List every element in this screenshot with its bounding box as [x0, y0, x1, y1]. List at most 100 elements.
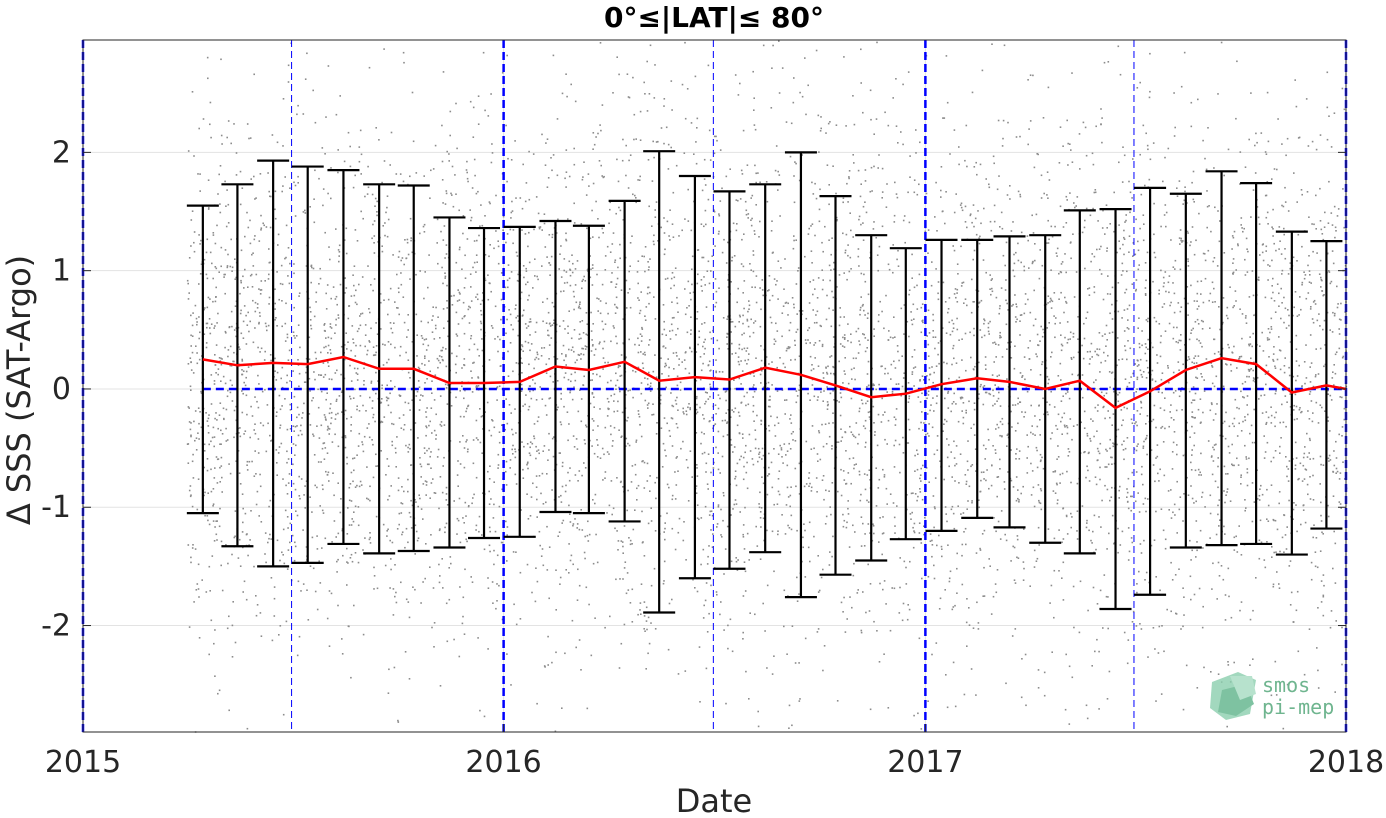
scatter-point: [1331, 377, 1334, 379]
scatter-point: [317, 388, 319, 391]
scatter-point: [350, 500, 353, 502]
scatter-point: [191, 324, 194, 327]
scatter-point: [1285, 425, 1287, 428]
scatter-point: [592, 323, 594, 325]
scatter-point: [1077, 338, 1079, 340]
scatter-point: [415, 172, 418, 174]
scatter-point: [730, 444, 733, 446]
scatter-point: [580, 353, 582, 355]
scatter-point: [1281, 204, 1283, 207]
scatter-point: [1113, 230, 1115, 233]
scatter-point: [852, 524, 854, 527]
scatter-point: [793, 175, 795, 177]
scatter-point: [531, 591, 533, 594]
scatter-point: [685, 459, 688, 461]
scatter-point: [831, 448, 833, 450]
scatter-point: [682, 539, 685, 542]
scatter-point: [546, 569, 549, 571]
scatter-point: [628, 444, 631, 447]
scatter-point: [567, 218, 569, 220]
scatter-point: [742, 265, 745, 268]
scatter-point: [448, 567, 450, 569]
scatter-point: [585, 346, 588, 348]
scatter-point: [1032, 260, 1034, 263]
scatter-point: [1009, 185, 1011, 187]
scatter-point: [458, 291, 461, 294]
scatter-point: [218, 357, 221, 359]
scatter-point: [672, 236, 675, 238]
scatter-point: [416, 355, 418, 357]
scatter-point: [345, 252, 348, 255]
scatter-point: [1059, 271, 1062, 273]
scatter-point: [690, 329, 692, 331]
scatter-point: [206, 469, 209, 472]
scatter-point: [435, 306, 437, 309]
scatter-point: [1311, 223, 1313, 225]
scatter-point: [568, 348, 570, 351]
scatter-point: [1328, 270, 1330, 272]
scatter-point: [267, 324, 270, 327]
scatter-point: [1295, 360, 1298, 362]
scatter-point: [542, 450, 544, 452]
scatter-point: [1125, 288, 1128, 291]
scatter-point: [1136, 376, 1139, 379]
scatter-point: [248, 330, 250, 333]
scatter-point: [820, 325, 822, 328]
scatter-point: [256, 604, 259, 606]
scatter-point: [1139, 153, 1141, 156]
scatter-point: [1170, 517, 1173, 519]
scatter-point: [488, 544, 491, 547]
scatter-point: [490, 434, 493, 437]
scatter-point: [1024, 653, 1027, 656]
scatter-point: [629, 539, 632, 542]
scatter-point: [1013, 262, 1016, 265]
scatter-point: [417, 505, 419, 508]
scatter-point: [567, 471, 569, 474]
scatter-point: [879, 300, 881, 303]
scatter-point: [437, 262, 439, 265]
scatter-point: [364, 334, 367, 336]
scatter-point: [841, 345, 844, 347]
scatter-point: [947, 308, 950, 310]
scatter-point: [522, 477, 525, 479]
scatter-point: [1098, 708, 1100, 710]
scatter-point: [214, 300, 217, 303]
scatter-point: [1096, 638, 1098, 641]
scatter-point: [424, 355, 426, 357]
scatter-point: [370, 327, 372, 330]
scatter-point: [475, 476, 478, 479]
scatter-point: [643, 255, 645, 258]
scatter-point: [1213, 352, 1216, 355]
scatter-point: [562, 320, 565, 322]
scatter-point: [620, 374, 623, 377]
scatter-point: [409, 377, 411, 379]
scatter-point: [551, 169, 553, 172]
scatter-point: [674, 548, 677, 551]
scatter-point: [963, 302, 965, 304]
scatter-point: [955, 463, 958, 465]
scatter-point: [1168, 275, 1171, 277]
scatter-point: [445, 493, 448, 495]
scatter-point: [785, 301, 788, 304]
scatter-point: [978, 302, 980, 304]
scatter-point: [933, 453, 936, 456]
scatter-point: [1116, 443, 1118, 446]
scatter-point: [578, 354, 581, 356]
scatter-point: [538, 452, 540, 455]
scatter-point: [804, 339, 807, 341]
scatter-point: [1126, 358, 1128, 361]
scatter-point: [1248, 457, 1250, 460]
scatter-point: [370, 382, 373, 384]
scatter-point: [832, 390, 834, 392]
scatter-point: [601, 104, 604, 106]
scatter-point: [669, 239, 671, 241]
scatter-point: [1176, 444, 1178, 446]
scatter-point: [726, 421, 729, 423]
scatter-point: [619, 375, 621, 377]
scatter-point: [1288, 460, 1291, 462]
scatter-point: [471, 391, 474, 393]
scatter-point: [1214, 413, 1217, 415]
scatter-point: [983, 385, 986, 387]
scatter-point: [839, 343, 842, 345]
scatter-point: [358, 327, 360, 330]
